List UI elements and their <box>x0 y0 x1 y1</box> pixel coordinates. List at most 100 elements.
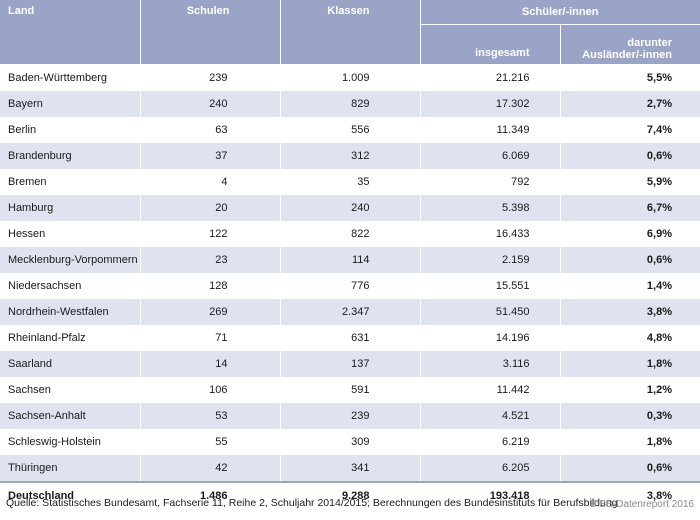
cell-insgesamt: 11.349 <box>420 117 561 143</box>
cell-land: Schleswig-Holstein <box>0 429 141 455</box>
cell-auslaender: 7,4% <box>560 117 700 143</box>
cell-land: Berlin <box>0 117 141 143</box>
cell-insgesamt: 21.216 <box>420 64 561 91</box>
cell-land: Hamburg <box>0 195 141 221</box>
cell-land: Hessen <box>0 221 141 247</box>
cell-insgesamt: 17.302 <box>420 91 561 117</box>
column-group-header-schueler: Schüler/-innen <box>420 0 700 25</box>
cell-schulen: 4 <box>140 169 281 195</box>
table-row: Thüringen 42 341 6.205 0,6% <box>0 455 700 482</box>
cell-land: Brandenburg <box>0 143 141 169</box>
cell-insgesamt: 4.521 <box>420 403 561 429</box>
cell-insgesamt: 6.069 <box>420 143 561 169</box>
total-cell-schulen: 1.486 <box>140 481 281 508</box>
cell-auslaender: 1,8% <box>560 351 700 377</box>
cell-klassen: 309 <box>280 429 421 455</box>
table-row: Sachsen-Anhalt 53 239 4.521 0,3% <box>0 403 700 429</box>
cell-schulen: 23 <box>140 247 281 273</box>
cell-land: Bremen <box>0 169 141 195</box>
cell-land: Baden-Württemberg <box>0 64 141 91</box>
table-row: Brandenburg 37 312 6.069 0,6% <box>0 143 700 169</box>
cell-klassen: 829 <box>280 91 421 117</box>
table-row: Schleswig-Holstein 55 309 6.219 1,8% <box>0 429 700 455</box>
cell-land: Bayern <box>0 91 141 117</box>
column-header-schulen: Schulen <box>140 0 281 65</box>
column-header-auslaender: darunter Ausländer/-innen <box>560 24 700 65</box>
cell-auslaender: 0,6% <box>560 455 700 482</box>
cell-klassen: 240 <box>280 195 421 221</box>
cell-insgesamt: 6.205 <box>420 455 561 482</box>
cell-land: Mecklenburg-Vorpommern <box>0 247 141 273</box>
cell-land: Saarland <box>0 351 141 377</box>
table-header: Land Schulen Klassen Schüler/-innen insg… <box>0 0 700 65</box>
figure-footer: Quelle: Statistisches Bundesamt, Fachser… <box>0 492 700 520</box>
cell-klassen: 822 <box>280 221 421 247</box>
cell-schulen: 269 <box>140 299 281 325</box>
cell-auslaender: 3,8% <box>560 299 700 325</box>
cell-auslaender: 0,6% <box>560 143 700 169</box>
cell-insgesamt: 3.116 <box>420 351 561 377</box>
cell-land: Rheinland-Pfalz <box>0 325 141 351</box>
cell-insgesamt: 6.219 <box>420 429 561 455</box>
table-body: Baden-Württemberg 239 1.009 21.216 5,5% Bayer… <box>0 64 700 508</box>
table-row: Niedersachsen 128 776 15.551 1,4% <box>0 273 700 299</box>
cell-schulen: 42 <box>140 455 281 482</box>
cell-schulen: 128 <box>140 273 281 299</box>
source-note: Quelle: Statistisches Bundesamt, Fachser… <box>6 497 618 509</box>
cell-klassen: 341 <box>280 455 421 482</box>
cell-schulen: 63 <box>140 117 281 143</box>
column-header-auslaender-line2: Ausländer/-innen <box>582 49 672 61</box>
cell-schulen: 106 <box>140 377 281 403</box>
total-cell-klassen: 9.288 <box>280 481 421 508</box>
cell-schulen: 239 <box>140 64 281 91</box>
table-row: Rheinland-Pfalz 71 631 14.196 4,8% <box>0 325 700 351</box>
cell-klassen: 556 <box>280 117 421 143</box>
cell-auslaender: 0,6% <box>560 247 700 273</box>
total-cell-land: Deutschland <box>0 481 141 508</box>
cell-klassen: 1.009 <box>280 64 421 91</box>
cell-klassen: 137 <box>280 351 421 377</box>
report-credit: BIBB-Datenreport 2016 <box>590 499 694 510</box>
cell-klassen: 2.347 <box>280 299 421 325</box>
total-cell-auslaender: 3,8% <box>560 481 700 508</box>
cell-auslaender: 5,5% <box>560 64 700 91</box>
cell-klassen: 312 <box>280 143 421 169</box>
cell-land: Sachsen-Anhalt <box>0 403 141 429</box>
column-header-land: Land <box>0 0 141 65</box>
total-cell-insgesamt: 193.418 <box>420 481 561 508</box>
cell-schulen: 122 <box>140 221 281 247</box>
statistics-table: Land Schulen Klassen Schüler/-innen insg… <box>0 0 700 508</box>
table-row: Berlin 63 556 11.349 7,4% <box>0 117 700 143</box>
column-header-auslaender-line1: darunter <box>627 37 672 49</box>
cell-auslaender: 5,9% <box>560 169 700 195</box>
cell-auslaender: 4,8% <box>560 325 700 351</box>
table-row: Bayern 240 829 17.302 2,7% <box>0 91 700 117</box>
cell-auslaender: 1,4% <box>560 273 700 299</box>
cell-schulen: 20 <box>140 195 281 221</box>
cell-auslaender: 1,2% <box>560 377 700 403</box>
cell-auslaender: 1,8% <box>560 429 700 455</box>
cell-schulen: 37 <box>140 143 281 169</box>
cell-insgesamt: 14.196 <box>420 325 561 351</box>
table-row: Nordrhein-Westfalen 269 2.347 51.450 3,8% <box>0 299 700 325</box>
cell-insgesamt: 792 <box>420 169 561 195</box>
cell-schulen: 240 <box>140 91 281 117</box>
cell-schulen: 71 <box>140 325 281 351</box>
table-row: Hessen 122 822 16.433 6,9% <box>0 221 700 247</box>
cell-insgesamt: 51.450 <box>420 299 561 325</box>
cell-insgesamt: 16.433 <box>420 221 561 247</box>
cell-klassen: 114 <box>280 247 421 273</box>
cell-klassen: 239 <box>280 403 421 429</box>
cell-auslaender: 2,7% <box>560 91 700 117</box>
cell-insgesamt: 15.551 <box>420 273 561 299</box>
cell-schulen: 14 <box>140 351 281 377</box>
cell-land: Niedersachsen <box>0 273 141 299</box>
cell-klassen: 631 <box>280 325 421 351</box>
cell-land: Sachsen <box>0 377 141 403</box>
cell-insgesamt: 11.442 <box>420 377 561 403</box>
cell-auslaender: 0,3% <box>560 403 700 429</box>
table-row: Baden-Württemberg 239 1.009 21.216 5,5% <box>0 64 700 91</box>
table-row: Sachsen 106 591 11.442 1,2% <box>0 377 700 403</box>
column-header-klassen: Klassen <box>280 0 421 65</box>
